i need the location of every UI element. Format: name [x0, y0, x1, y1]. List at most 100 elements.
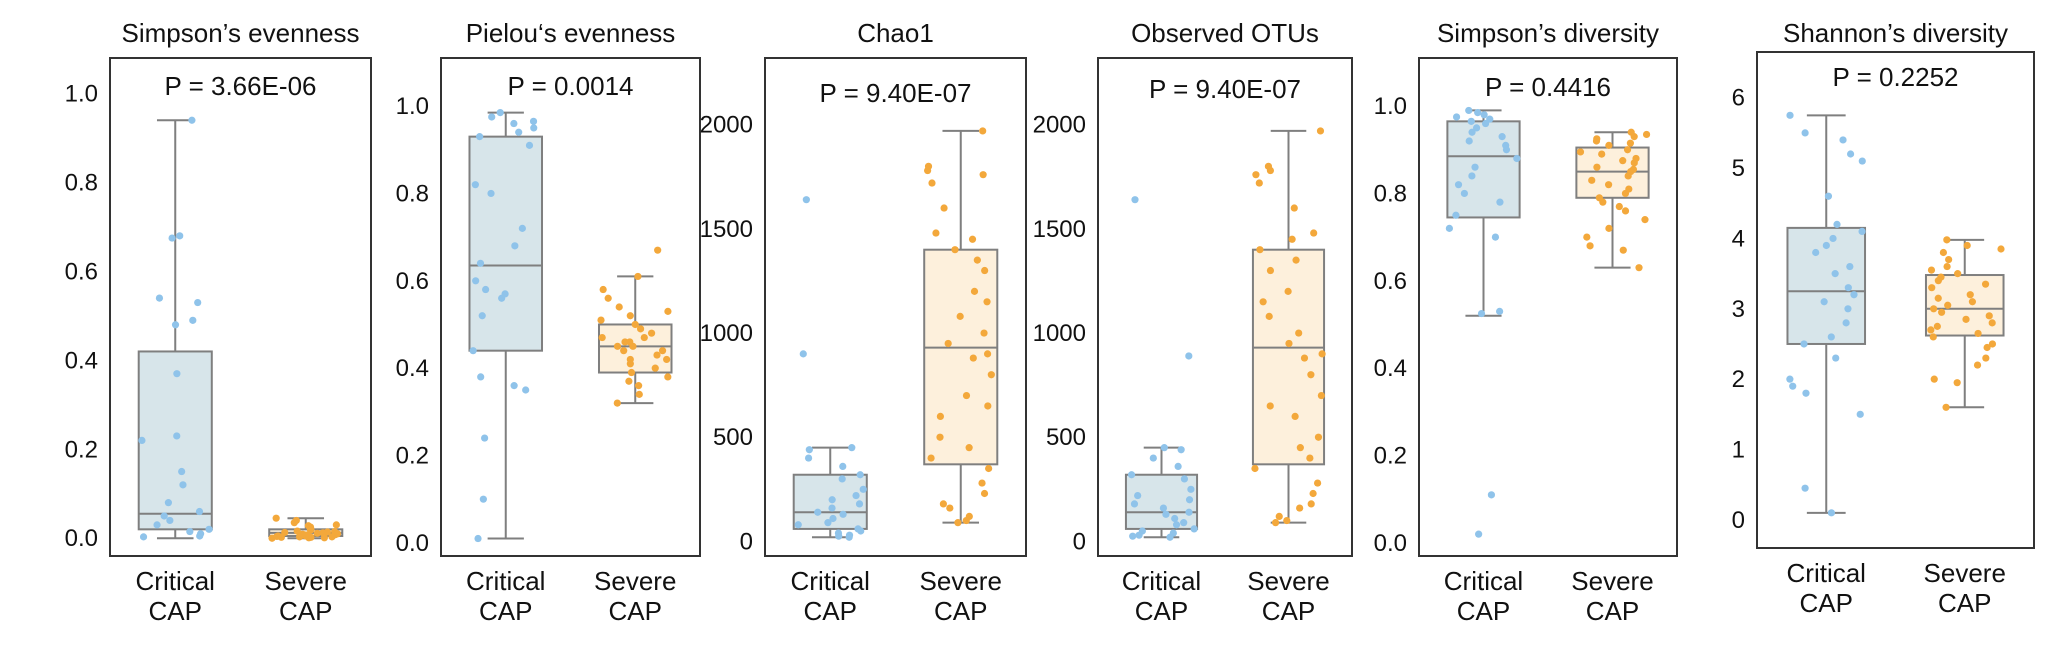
p-value-label: P = 9.40E-07	[1149, 74, 1301, 104]
x-tick-label: CAP	[1262, 596, 1315, 626]
critical-cap-box	[1124, 196, 1199, 541]
data-point	[1846, 262, 1854, 271]
data-point	[828, 504, 836, 512]
data-point	[469, 347, 477, 355]
data-point	[1832, 354, 1840, 362]
data-point	[1588, 176, 1596, 184]
data-point	[625, 377, 633, 385]
data-point	[1605, 181, 1613, 189]
data-point	[852, 491, 860, 500]
data-point	[1598, 150, 1606, 158]
data-point	[615, 303, 623, 311]
data-point	[839, 462, 847, 471]
y-tick-label: 500	[713, 424, 753, 451]
data-point	[1844, 284, 1852, 292]
data-point	[295, 533, 304, 541]
data-point	[1292, 256, 1300, 264]
y-tick-label: 5	[1732, 155, 1745, 182]
data-point	[804, 454, 813, 462]
data-point	[194, 298, 202, 307]
data-point	[196, 532, 204, 540]
data-point	[1174, 462, 1182, 471]
data-point	[1630, 159, 1638, 167]
data-point	[1256, 246, 1264, 254]
data-point	[1844, 305, 1852, 313]
data-point	[1934, 294, 1942, 302]
data-point	[1452, 211, 1460, 219]
data-point	[1185, 508, 1193, 516]
data-point	[859, 485, 867, 493]
iqr-box	[923, 248, 999, 466]
data-point	[522, 386, 530, 394]
data-point	[328, 533, 336, 541]
y-tick-label: 1	[1732, 437, 1745, 464]
data-point	[1317, 391, 1325, 400]
data-point	[479, 495, 487, 503]
data-point	[979, 171, 987, 179]
data-point	[802, 196, 810, 204]
data-point	[1306, 454, 1314, 462]
data-point	[139, 533, 148, 541]
data-point	[525, 141, 534, 149]
data-point	[1973, 361, 1982, 369]
data-point	[305, 534, 313, 542]
data-point	[1592, 137, 1601, 145]
data-point	[1452, 113, 1461, 121]
data-point	[1928, 284, 1936, 292]
data-point	[1927, 326, 1935, 334]
y-tick-label: 0.2	[65, 436, 98, 463]
panel-3: Chao1 P = 9.40E-07 0 500 1000 1500 2000 Critica…	[700, 18, 1027, 626]
data-point	[168, 234, 176, 242]
data-point	[1944, 301, 1952, 309]
data-point	[1295, 329, 1303, 337]
severe-cap-box	[268, 514, 344, 542]
data-point	[1131, 196, 1139, 204]
data-point	[1180, 475, 1189, 483]
x-tick-label: CAP	[279, 596, 332, 626]
data-point	[838, 475, 846, 483]
data-point	[1468, 128, 1476, 136]
data-point	[1460, 189, 1468, 198]
data-point	[272, 514, 280, 522]
data-point	[529, 117, 538, 125]
x-tick-label: Severe	[594, 566, 676, 596]
data-point	[306, 526, 315, 534]
y-tick-label: 0.0	[396, 530, 429, 557]
data-point	[635, 390, 643, 398]
iqr-box	[137, 350, 213, 531]
severe-cap-box	[1251, 127, 1326, 527]
data-point	[954, 519, 962, 527]
data-point	[478, 312, 486, 320]
data-point	[1801, 484, 1809, 492]
data-point	[1927, 266, 1936, 274]
data-point	[482, 285, 490, 294]
data-point	[476, 133, 484, 141]
y-tick-label: 0.4	[65, 347, 98, 374]
data-point	[604, 294, 612, 302]
data-point	[188, 116, 196, 124]
x-tick-label: Severe	[265, 566, 347, 596]
data-point	[956, 312, 964, 320]
data-point	[1259, 298, 1267, 306]
data-point	[634, 272, 642, 281]
data-point	[1641, 216, 1649, 224]
data-point	[936, 433, 944, 441]
data-point	[1185, 496, 1194, 504]
data-point	[663, 355, 671, 364]
data-point	[1822, 241, 1830, 250]
data-point	[839, 510, 847, 518]
data-point	[1858, 227, 1866, 236]
data-point	[1974, 329, 1982, 338]
x-tick-label: Critical	[1787, 558, 1866, 588]
data-point	[1296, 444, 1304, 452]
data-point	[530, 124, 538, 132]
data-point	[1786, 375, 1794, 383]
data-point	[518, 224, 526, 232]
data-point	[1445, 224, 1453, 232]
data-point	[290, 519, 298, 527]
data-point	[1491, 233, 1500, 241]
iqr-box	[1251, 248, 1326, 466]
y-tick-label: 4	[1732, 225, 1745, 252]
data-point	[969, 354, 977, 362]
y-tick-label: 1.0	[1374, 93, 1407, 120]
